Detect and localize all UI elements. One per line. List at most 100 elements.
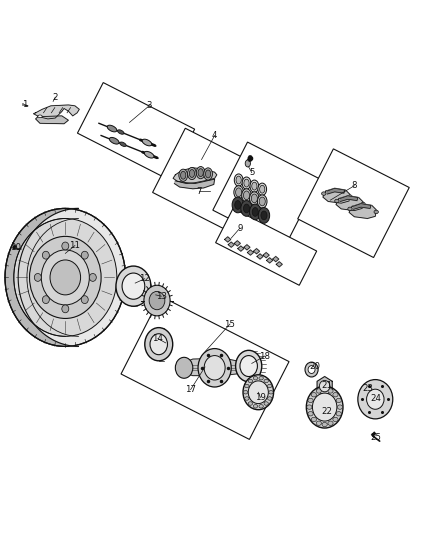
- Polygon shape: [327, 188, 345, 194]
- Ellipse shape: [245, 397, 249, 400]
- Ellipse shape: [41, 250, 89, 305]
- Polygon shape: [340, 196, 358, 201]
- Ellipse shape: [179, 169, 187, 181]
- Ellipse shape: [232, 197, 244, 213]
- Polygon shape: [213, 142, 319, 247]
- Ellipse shape: [316, 421, 321, 425]
- Ellipse shape: [242, 189, 251, 202]
- Text: 9: 9: [237, 223, 243, 232]
- Text: 21: 21: [322, 381, 333, 390]
- Ellipse shape: [198, 169, 203, 176]
- Ellipse shape: [205, 170, 211, 178]
- Polygon shape: [225, 237, 231, 242]
- Ellipse shape: [248, 381, 268, 403]
- Text: 11: 11: [69, 241, 81, 250]
- Ellipse shape: [251, 194, 258, 203]
- Polygon shape: [247, 250, 254, 255]
- Polygon shape: [5, 208, 78, 346]
- Text: 12: 12: [139, 274, 150, 283]
- Ellipse shape: [264, 402, 268, 405]
- Ellipse shape: [107, 125, 117, 132]
- Ellipse shape: [142, 139, 152, 146]
- Polygon shape: [228, 242, 234, 247]
- Text: 1: 1: [22, 100, 28, 109]
- Ellipse shape: [234, 174, 243, 186]
- Ellipse shape: [236, 350, 262, 382]
- Ellipse shape: [336, 411, 341, 416]
- Ellipse shape: [311, 417, 317, 422]
- Ellipse shape: [335, 199, 339, 203]
- Ellipse shape: [358, 379, 393, 419]
- Ellipse shape: [311, 393, 317, 397]
- Ellipse shape: [122, 273, 145, 299]
- Ellipse shape: [307, 405, 312, 409]
- Ellipse shape: [264, 379, 268, 383]
- Ellipse shape: [259, 405, 263, 408]
- Ellipse shape: [242, 177, 251, 189]
- Ellipse shape: [244, 179, 249, 187]
- Ellipse shape: [258, 183, 267, 195]
- Ellipse shape: [50, 260, 81, 295]
- Ellipse shape: [306, 386, 343, 428]
- Ellipse shape: [245, 160, 251, 167]
- Ellipse shape: [253, 405, 258, 408]
- Ellipse shape: [38, 115, 42, 118]
- Ellipse shape: [81, 251, 88, 259]
- Ellipse shape: [250, 192, 259, 205]
- Ellipse shape: [204, 168, 212, 180]
- Ellipse shape: [81, 296, 88, 304]
- Text: 13: 13: [156, 292, 167, 301]
- Ellipse shape: [348, 207, 352, 211]
- Ellipse shape: [308, 366, 315, 374]
- Ellipse shape: [117, 130, 124, 134]
- Text: 18: 18: [259, 351, 270, 360]
- Polygon shape: [263, 253, 269, 258]
- Ellipse shape: [236, 176, 241, 184]
- Ellipse shape: [321, 192, 326, 195]
- Ellipse shape: [243, 375, 274, 410]
- Ellipse shape: [235, 200, 241, 209]
- Polygon shape: [254, 248, 260, 254]
- Polygon shape: [78, 83, 194, 180]
- Ellipse shape: [252, 182, 257, 190]
- Polygon shape: [173, 168, 217, 183]
- Ellipse shape: [116, 266, 151, 306]
- Ellipse shape: [268, 397, 272, 400]
- Text: 6: 6: [247, 155, 252, 164]
- Ellipse shape: [5, 208, 126, 346]
- Polygon shape: [336, 196, 363, 211]
- Polygon shape: [121, 296, 289, 439]
- Text: 5: 5: [249, 168, 254, 177]
- Ellipse shape: [268, 384, 272, 387]
- Polygon shape: [35, 116, 68, 124]
- Ellipse shape: [322, 387, 327, 392]
- Ellipse shape: [240, 356, 258, 376]
- Ellipse shape: [14, 219, 117, 336]
- Ellipse shape: [244, 204, 250, 213]
- Polygon shape: [215, 208, 317, 285]
- Text: 10: 10: [10, 243, 21, 252]
- Ellipse shape: [252, 207, 258, 216]
- Polygon shape: [33, 105, 79, 119]
- Ellipse shape: [319, 381, 330, 392]
- Ellipse shape: [34, 273, 41, 281]
- Ellipse shape: [175, 357, 193, 378]
- Ellipse shape: [374, 210, 378, 214]
- Text: 4: 4: [212, 131, 217, 140]
- Ellipse shape: [348, 195, 352, 198]
- Ellipse shape: [120, 142, 126, 147]
- Ellipse shape: [29, 236, 101, 318]
- Ellipse shape: [269, 391, 273, 394]
- Ellipse shape: [187, 167, 196, 180]
- Ellipse shape: [250, 180, 259, 192]
- Polygon shape: [234, 241, 240, 246]
- Polygon shape: [267, 258, 273, 263]
- Ellipse shape: [241, 200, 252, 216]
- Ellipse shape: [234, 185, 244, 199]
- Polygon shape: [298, 149, 409, 257]
- Polygon shape: [180, 358, 247, 376]
- Text: 22: 22: [322, 407, 333, 416]
- Polygon shape: [349, 204, 376, 219]
- Ellipse shape: [361, 203, 365, 206]
- Text: 17: 17: [185, 385, 196, 394]
